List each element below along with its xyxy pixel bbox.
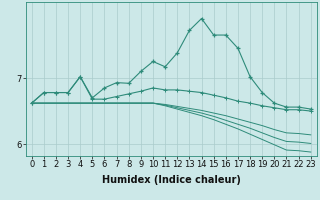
X-axis label: Humidex (Indice chaleur): Humidex (Indice chaleur) bbox=[102, 175, 241, 185]
